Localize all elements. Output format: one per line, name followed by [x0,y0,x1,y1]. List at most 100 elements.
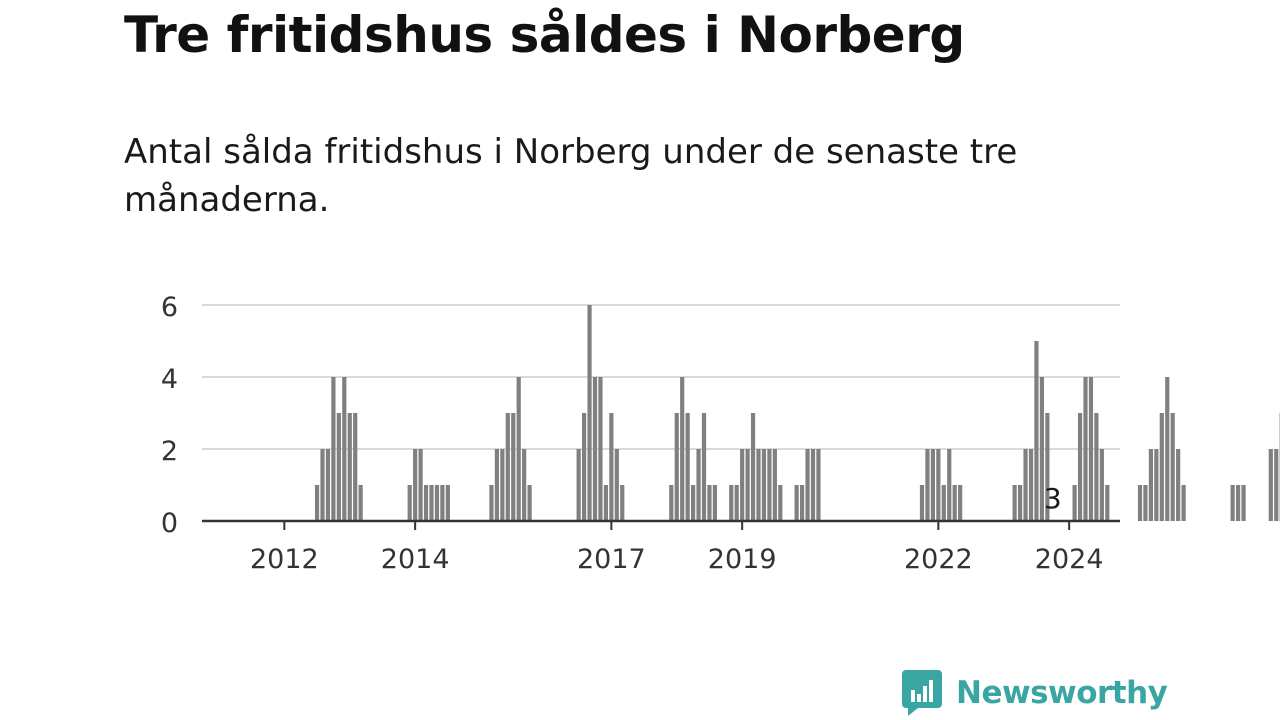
bar [413,449,418,521]
bar [1154,449,1159,521]
bar [418,449,423,521]
bar [778,485,783,521]
chart-title: Tre fritidshus såldes i Norberg [124,6,965,64]
x-axis-labels: 2012 2014 2017 2019 2022 2024 [250,544,1104,575]
bar [1088,377,1094,521]
bar [685,413,690,521]
bar [1012,485,1017,521]
bar [1045,413,1050,521]
bar [1143,485,1148,521]
bar [1094,413,1099,521]
bar [941,485,946,521]
bar [592,377,598,521]
bar [772,449,777,521]
bar [729,485,734,521]
bar [794,485,799,521]
bar [1039,377,1044,521]
bar [1023,449,1028,521]
bar [527,485,532,521]
bar [505,413,510,521]
bar [767,449,772,521]
bar [740,449,745,521]
bar [805,449,810,521]
bar [701,413,707,521]
bar [691,485,696,521]
bar [429,485,434,521]
bar [1148,449,1153,521]
bar [358,485,363,521]
bar [734,485,739,521]
bar [952,485,957,521]
bar [936,449,941,521]
bar-chart: 0 2 4 6 2012 2014 2017 2019 2022 2024 3 [161,292,1280,575]
bar [336,413,341,521]
bar [1181,485,1186,521]
bar [761,449,767,521]
bar [1105,485,1110,521]
bar [925,449,930,521]
y-tick-label: 4 [161,364,178,395]
bar [1018,485,1023,521]
bar [1077,413,1083,521]
bar [609,413,614,521]
x-tick-label: 2022 [904,544,973,575]
bar [445,485,450,521]
bar [347,413,352,521]
y-tick-label: 2 [161,436,178,467]
bar [1072,485,1077,521]
x-tick-label: 2012 [250,544,319,575]
bar [669,485,674,521]
bar [1236,485,1241,521]
bar [680,377,685,521]
bar [314,485,320,521]
bar-series [314,305,1280,521]
bar [494,449,499,521]
y-tick-label: 0 [161,508,178,539]
bar [696,449,701,521]
bar [800,485,805,521]
bar [603,485,608,521]
bar [1137,485,1143,521]
bar [423,485,429,521]
bar [353,413,358,521]
x-tick-label: 2019 [708,544,777,575]
x-tick-label: 2014 [381,544,450,575]
bar [1230,485,1235,521]
newsworthy-logo-icon [902,670,942,716]
x-tick-label: 2024 [1035,544,1104,575]
bar [816,449,821,521]
bar [620,485,625,521]
bar [407,485,412,521]
bar [810,449,816,521]
bar [756,449,761,521]
bar [750,413,756,521]
bar [930,449,935,521]
bar [1159,413,1164,521]
bar [325,449,331,521]
highlight-value-label: 3 [1044,482,1062,515]
y-axis-labels: 0 2 4 6 [161,292,178,539]
bar [1241,485,1246,521]
bar [1028,449,1034,521]
bar [1083,377,1088,521]
bar [1268,449,1273,521]
bar [712,485,717,521]
bar [947,449,952,521]
annotations: 3 [1044,482,1062,515]
bar [516,377,521,521]
bar [1274,449,1279,521]
bar [1176,449,1181,521]
bar [500,449,505,521]
bar [598,377,603,521]
x-tick-label: 2017 [577,544,646,575]
bar [919,485,925,521]
bar [582,413,587,521]
bar [331,377,336,521]
bar [1170,413,1175,521]
y-tick-label: 6 [161,292,178,323]
brand-name: Newsworthy [956,675,1168,711]
bar [489,485,494,521]
bar [745,449,750,521]
bar [1165,377,1170,521]
bar [614,449,619,521]
